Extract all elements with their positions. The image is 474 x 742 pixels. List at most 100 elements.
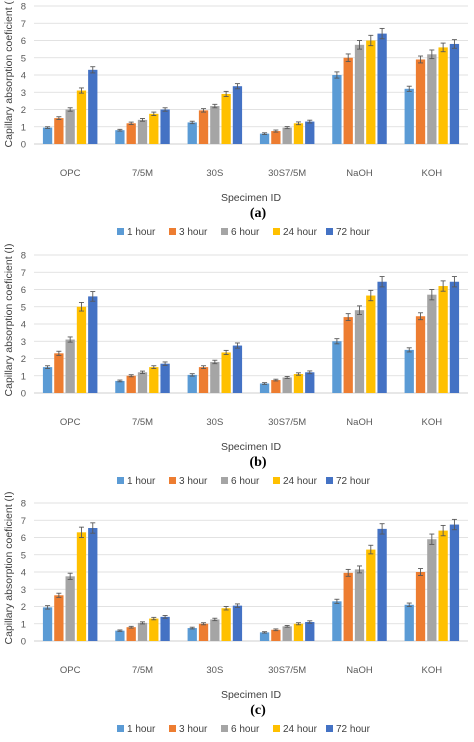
bar <box>354 310 365 393</box>
bar <box>115 380 125 393</box>
x-tick-label: KOH <box>422 665 443 676</box>
y-tick-label: 7 <box>21 516 26 527</box>
bar <box>343 572 353 641</box>
legend-label: 24 hour <box>283 227 318 238</box>
bar <box>88 296 98 393</box>
bar <box>137 622 148 641</box>
y-tick-label: 2 <box>21 602 26 613</box>
legend-label: 24 hour <box>283 476 318 487</box>
bar <box>76 306 87 393</box>
y-tick-label: 4 <box>21 71 26 82</box>
bar <box>221 608 231 641</box>
bar <box>54 595 64 641</box>
x-tick-label: OPC <box>60 417 81 428</box>
bar <box>427 54 437 144</box>
bar <box>415 316 426 393</box>
bar <box>115 630 125 641</box>
legend-label: 3 hour <box>179 476 208 487</box>
bar <box>88 528 98 641</box>
chart-panel-1: 0 1 2 3 4 5 6 7 8 OPC 7/5M 30S 30S7/5M NaOH KOH Capilla… <box>3 0 468 238</box>
x-axis-title: Specimen ID <box>221 192 282 204</box>
y-tick-label: 7 <box>21 19 26 30</box>
legend-swatch <box>326 228 333 235</box>
y-axis-title: Capillary absorption coeficient (I) <box>3 492 15 645</box>
legend-swatch <box>169 477 176 484</box>
x-tick-label: 30S <box>206 665 223 676</box>
bar <box>149 113 159 144</box>
bar <box>305 121 315 144</box>
y-tick-label: 3 <box>21 337 26 348</box>
y-tick-label: 2 <box>21 105 26 116</box>
y-tick-label: 4 <box>21 568 26 579</box>
bar <box>232 605 243 641</box>
bar <box>366 40 376 144</box>
bar <box>271 131 281 144</box>
legend-swatch <box>273 725 280 732</box>
y-tick-label: 3 <box>21 585 26 596</box>
bar <box>427 294 437 393</box>
bar <box>449 524 460 641</box>
legend-swatch <box>273 228 280 235</box>
panel-label: (b) <box>249 455 266 470</box>
bar <box>404 604 414 641</box>
y-axis-title: Capillary absorption coeficient (I) <box>3 244 15 397</box>
y-tick-label: 6 <box>21 36 26 47</box>
x-tick-label: NaOH <box>346 665 373 676</box>
bar <box>54 353 64 393</box>
bar <box>366 549 376 641</box>
y-tick-label: 3 <box>21 88 26 99</box>
y-tick-label: 5 <box>21 550 26 561</box>
y-tick-label: 6 <box>21 285 26 296</box>
bar <box>42 367 53 393</box>
bar <box>271 380 281 393</box>
y-tick-label: 1 <box>21 619 26 630</box>
legend-label: 72 hour <box>336 724 371 735</box>
legend-label: 6 hour <box>231 724 260 735</box>
bar <box>149 367 159 393</box>
y-tick-label: 4 <box>21 320 26 331</box>
panel-label: (c) <box>250 703 266 718</box>
y-tick-label: 5 <box>21 302 26 313</box>
bar <box>126 627 136 641</box>
bar <box>343 317 353 393</box>
y-tick-label: 8 <box>21 2 26 13</box>
bar <box>332 75 342 144</box>
bar <box>354 44 365 144</box>
bar <box>259 133 270 144</box>
bar <box>187 628 197 641</box>
bar <box>427 539 437 641</box>
x-tick-label: NaOH <box>346 168 373 179</box>
legend-swatch <box>221 725 228 732</box>
bar <box>210 619 220 641</box>
bar <box>282 377 292 393</box>
bar <box>221 352 231 393</box>
bar <box>187 122 197 144</box>
y-tick-label: 1 <box>21 371 26 382</box>
legend-label: 3 hour <box>179 724 208 735</box>
bar <box>65 339 75 393</box>
bar <box>343 57 353 144</box>
bar <box>438 530 448 641</box>
bar <box>404 349 414 393</box>
bar <box>88 69 98 144</box>
bar <box>354 569 365 641</box>
x-tick-label: 30S7/5M <box>268 168 306 179</box>
bar <box>377 33 387 144</box>
bar <box>305 622 315 641</box>
bar <box>282 626 292 641</box>
y-tick-label: 6 <box>21 533 26 544</box>
bar <box>366 295 376 393</box>
chart-panel-2: 0 1 2 3 4 5 6 7 8 OPC 7/5M 30S 30S7/5M NaOH KOH Capilla… <box>3 244 468 487</box>
bar <box>415 572 426 641</box>
legend-swatch <box>221 228 228 235</box>
bar <box>198 623 209 641</box>
bar <box>377 528 387 641</box>
x-axis-title: Specimen ID <box>221 441 282 453</box>
bar <box>198 367 209 393</box>
x-tick-label: 30S7/5M <box>268 417 306 428</box>
bar <box>449 43 460 145</box>
y-tick-label: 8 <box>21 251 26 262</box>
bar <box>438 286 448 393</box>
bar <box>76 90 87 144</box>
